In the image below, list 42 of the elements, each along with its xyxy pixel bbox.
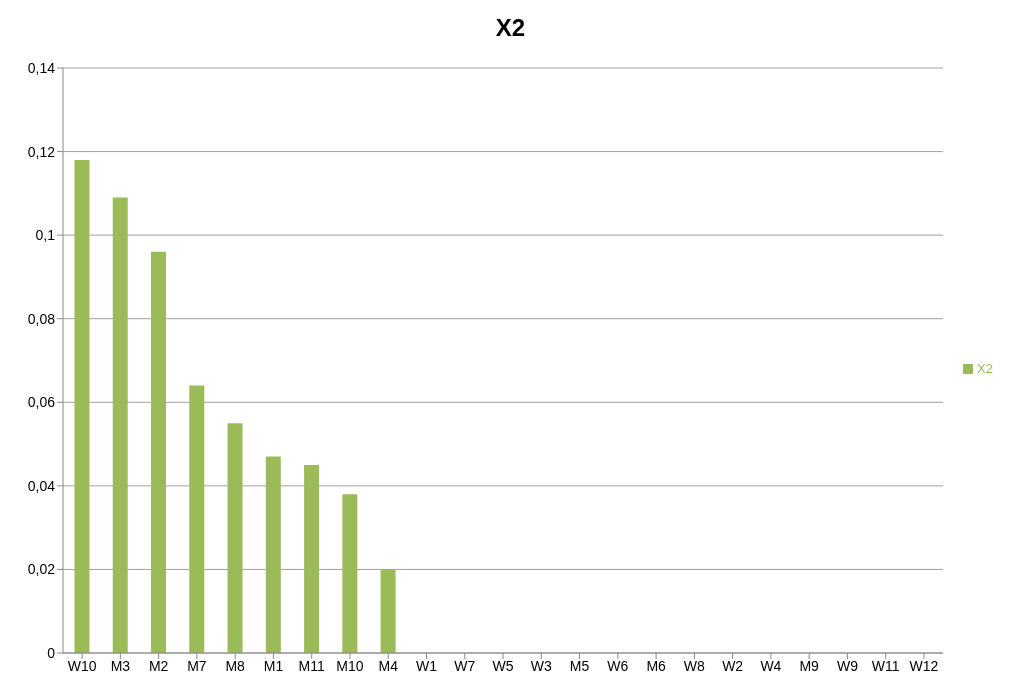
- y-tick-label: 0: [47, 644, 56, 661]
- bar: [151, 251, 167, 653]
- y-tick-label: 0,1: [35, 227, 56, 244]
- legend-label: X2: [977, 360, 993, 376]
- bar: [74, 159, 90, 653]
- x-tick-label: W7: [454, 657, 476, 674]
- chart-title: X2: [494, 13, 527, 43]
- x-tick-label: M10: [336, 657, 364, 674]
- x-tick-label: W10: [67, 657, 97, 674]
- bar: [265, 456, 281, 653]
- bar: [342, 494, 358, 653]
- y-tick-label: 0,04: [27, 477, 56, 494]
- x-tick-label: W11: [871, 657, 900, 674]
- x-tick-label: M3: [110, 657, 131, 674]
- x-tick-label: W9: [836, 657, 859, 674]
- bar: [304, 464, 320, 653]
- bar: [380, 569, 396, 653]
- x-tick-label: M11: [298, 657, 326, 674]
- x-tick-label: W5: [492, 657, 514, 674]
- x-tick-label: M7: [187, 657, 207, 674]
- x-tick-label: W3: [530, 657, 553, 674]
- x-tick-label: M1: [263, 657, 284, 674]
- x-tick-label: M4: [378, 657, 399, 674]
- bar: [189, 385, 205, 653]
- x-tick-label: W6: [607, 657, 629, 674]
- y-tick-label: 0,08: [27, 310, 56, 327]
- x-tick-label: W2: [722, 657, 744, 674]
- y-tick-label: 0,12: [27, 143, 56, 160]
- y-tick-label: 0,14: [27, 59, 56, 76]
- bar: [227, 423, 243, 653]
- bar: [112, 197, 128, 653]
- x-tick-label: M8: [225, 657, 246, 674]
- x-tick-label: M2: [148, 657, 169, 674]
- x-tick-label: M6: [646, 657, 667, 674]
- x-tick-label: M5: [569, 657, 590, 674]
- x-tick-label: W12: [909, 657, 939, 674]
- y-tick-label: 0,02: [27, 561, 56, 578]
- x-tick-label: M9: [799, 657, 820, 674]
- x-tick-label: W8: [683, 657, 706, 674]
- x-tick-label: W4: [760, 657, 782, 674]
- y-tick-label: 0,06: [27, 394, 56, 411]
- x-tick-label: W1: [416, 657, 438, 674]
